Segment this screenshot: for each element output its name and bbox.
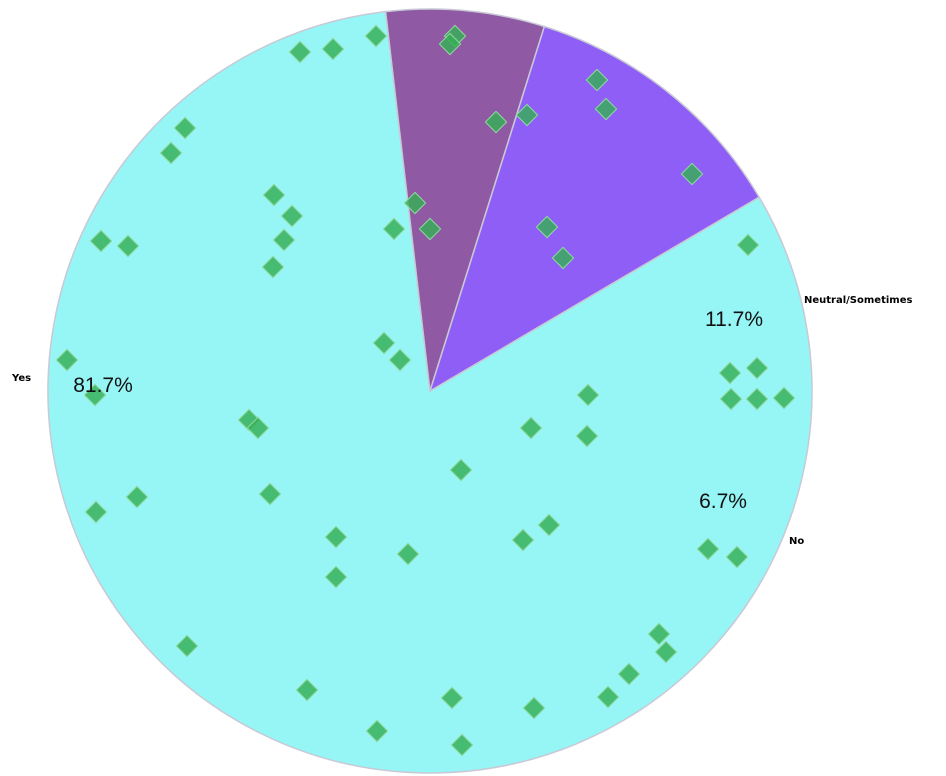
diamond-marker bbox=[388, 348, 412, 372]
pie-slice-neutral-sometimes bbox=[428, 25, 761, 393]
diamond-marker bbox=[295, 678, 319, 702]
diamond-marker bbox=[288, 40, 312, 64]
diamond-marker bbox=[173, 116, 197, 140]
diamond-marker bbox=[596, 685, 620, 709]
slice-category-label-neutral-sometimes: Neutral/Sometimes bbox=[804, 295, 912, 306]
diamond-marker bbox=[125, 485, 149, 509]
diamond-marker bbox=[396, 542, 420, 566]
diamond-marker bbox=[84, 500, 108, 524]
pie-slice-yes bbox=[47, 10, 813, 774]
diamond-marker bbox=[364, 24, 388, 48]
diamond-marker bbox=[719, 387, 743, 411]
diamond-marker bbox=[696, 537, 720, 561]
diamond-marker bbox=[261, 255, 285, 279]
slice-percent-label-neutral-sometimes: 11.7% bbox=[705, 308, 763, 331]
slice-category-label-yes: Yes bbox=[11, 373, 31, 384]
slice-category-label-no: No bbox=[789, 536, 804, 547]
decorative-markers bbox=[55, 24, 796, 757]
diamond-marker bbox=[654, 640, 678, 664]
diamond-marker bbox=[116, 234, 140, 258]
diamond-marker bbox=[772, 386, 796, 410]
slice-percent-label-yes: 81.7% bbox=[73, 374, 133, 397]
diamond-marker bbox=[484, 110, 508, 134]
pie-labels: 81.7% Yes 6.7% No 11.7% Neutral/Sometimes bbox=[11, 295, 912, 547]
diamond-marker bbox=[519, 416, 543, 440]
pie-slice-no bbox=[384, 8, 546, 392]
diamond-marker bbox=[246, 416, 270, 440]
diamond-marker bbox=[324, 565, 348, 589]
diamond-marker bbox=[745, 356, 769, 380]
diamond-marker bbox=[89, 229, 113, 253]
diamond-marker bbox=[515, 103, 539, 127]
diamond-marker bbox=[617, 662, 641, 686]
diamond-marker bbox=[575, 424, 599, 448]
diamond-marker bbox=[718, 361, 742, 385]
diamond-marker bbox=[680, 162, 704, 186]
diamond-marker bbox=[365, 719, 389, 743]
diamond-marker bbox=[159, 141, 183, 165]
diamond-marker bbox=[403, 191, 427, 215]
diamond-marker bbox=[372, 331, 396, 355]
diamond-marker bbox=[535, 215, 559, 239]
slice-percent-label-no: 6.7% bbox=[699, 490, 747, 513]
diamond-marker bbox=[55, 348, 79, 372]
diamond-marker bbox=[522, 696, 546, 720]
diamond-marker bbox=[537, 513, 561, 537]
diamond-marker bbox=[324, 525, 348, 549]
diamond-marker bbox=[280, 204, 304, 228]
diamond-marker bbox=[594, 97, 618, 121]
diamond-marker bbox=[511, 528, 535, 552]
diamond-marker bbox=[440, 686, 464, 710]
diamond-marker bbox=[736, 233, 760, 257]
diamond-marker bbox=[258, 482, 282, 506]
diamond-marker bbox=[321, 37, 345, 61]
diamond-marker bbox=[745, 387, 769, 411]
diamond-marker bbox=[725, 545, 749, 569]
pie-slices bbox=[47, 8, 813, 774]
diamond-marker bbox=[438, 32, 462, 56]
diamond-marker bbox=[449, 458, 473, 482]
diamond-marker bbox=[262, 183, 286, 207]
diamond-marker bbox=[450, 733, 474, 757]
diamond-marker bbox=[272, 228, 296, 252]
diamond-marker bbox=[175, 634, 199, 658]
diamond-marker bbox=[551, 246, 575, 270]
diamond-marker bbox=[418, 217, 442, 241]
diamond-marker bbox=[83, 383, 107, 407]
diamond-marker bbox=[585, 68, 609, 92]
diamond-marker bbox=[647, 622, 671, 646]
diamond-marker bbox=[576, 383, 600, 407]
diamond-marker bbox=[382, 217, 406, 241]
